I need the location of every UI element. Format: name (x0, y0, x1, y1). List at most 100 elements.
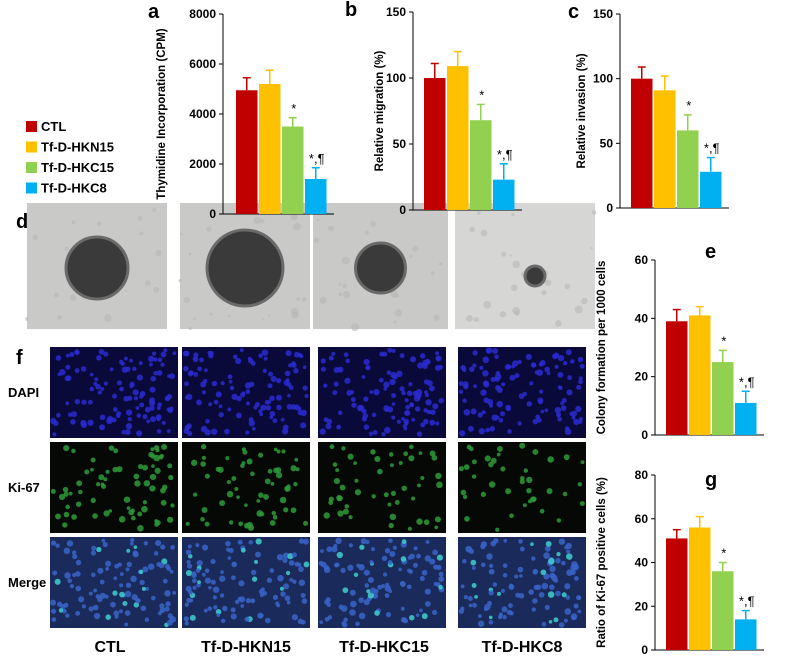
cell (374, 455, 381, 463)
cell (389, 463, 394, 468)
cell (374, 610, 380, 616)
cell (288, 560, 295, 566)
y-tick-label: 0 (606, 201, 613, 215)
cell (276, 554, 284, 561)
cell (101, 483, 107, 489)
cell (197, 580, 201, 584)
texture (473, 317, 479, 323)
cell (280, 591, 286, 597)
cell (386, 406, 394, 413)
texture (342, 283, 348, 289)
panel-letter: c (568, 1, 579, 23)
cell (556, 518, 562, 523)
cell (377, 468, 383, 475)
cell (333, 381, 339, 387)
cell (204, 473, 210, 479)
cell (498, 614, 503, 619)
cell (229, 385, 235, 391)
cell (201, 572, 206, 577)
texture (155, 249, 162, 257)
cell (121, 429, 126, 435)
cell (126, 548, 131, 553)
cell (50, 540, 57, 546)
cell (389, 378, 396, 386)
cell (332, 462, 338, 467)
cell (166, 566, 172, 572)
texture (477, 211, 481, 215)
cell (480, 541, 488, 548)
cell (553, 617, 559, 623)
cell (192, 492, 198, 497)
cell (225, 540, 231, 547)
cell (208, 350, 214, 356)
cell (161, 558, 168, 565)
texture (581, 297, 588, 305)
cell (88, 606, 94, 612)
cell (502, 563, 508, 568)
cell (129, 541, 134, 546)
cell (424, 588, 431, 595)
spheroid (205, 228, 285, 308)
cell (103, 381, 109, 386)
texture (139, 231, 144, 236)
cell (183, 350, 190, 357)
cell (483, 607, 488, 612)
cell (153, 454, 161, 462)
cell (335, 468, 340, 472)
cell (438, 584, 443, 590)
significance-mark: *,¶ (309, 151, 325, 166)
cell (488, 481, 496, 488)
cell (339, 484, 346, 491)
cell (148, 451, 154, 458)
cell (404, 398, 409, 403)
cell (377, 584, 383, 590)
cell (193, 352, 199, 358)
cell (369, 560, 374, 565)
cell (160, 487, 166, 494)
significance-mark: *,¶ (739, 374, 755, 389)
cell (284, 595, 291, 602)
cell (558, 538, 566, 545)
y-tick-label: 6000 (189, 57, 216, 71)
cell (407, 526, 412, 531)
cell (226, 490, 234, 498)
cell (577, 356, 584, 363)
cell (553, 578, 559, 583)
cell (424, 390, 428, 395)
bar (666, 538, 688, 650)
texture (433, 314, 440, 321)
cell (63, 491, 69, 497)
cell (333, 367, 340, 374)
bar (735, 402, 757, 435)
cell (562, 491, 568, 497)
cell (387, 502, 392, 507)
cell (579, 501, 585, 507)
cell (501, 382, 506, 387)
cell (557, 385, 562, 390)
cell (88, 591, 93, 596)
cell (150, 447, 155, 452)
cell (99, 592, 106, 599)
bar (282, 126, 304, 214)
cell (505, 404, 512, 411)
cell (577, 482, 582, 487)
cell (557, 372, 564, 378)
cell (65, 364, 71, 370)
cell (250, 569, 257, 576)
cell (137, 525, 144, 532)
significance-mark: * (721, 546, 726, 561)
cell (549, 584, 555, 590)
cell (186, 423, 192, 429)
texture (259, 218, 265, 224)
cell (477, 614, 482, 618)
cell (91, 545, 97, 551)
cell (384, 408, 389, 412)
cell (155, 448, 160, 453)
cell (491, 414, 498, 421)
cell (220, 381, 225, 386)
cell (276, 404, 282, 411)
y-axis-label: Thymidine Incorporation (CPM) (156, 28, 168, 199)
cell (434, 516, 441, 523)
cell (71, 448, 76, 454)
